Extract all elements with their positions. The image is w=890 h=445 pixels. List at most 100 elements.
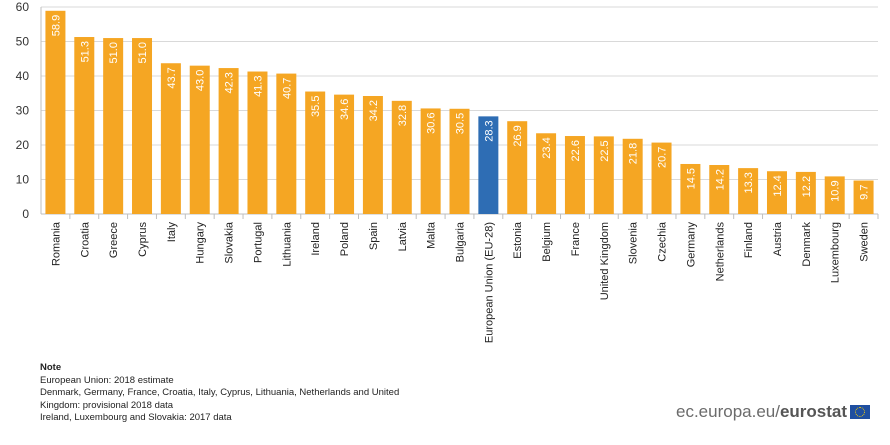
data-label: 51.3	[79, 41, 91, 62]
eu-flag-icon	[850, 405, 871, 419]
data-label: 30.6	[426, 112, 438, 133]
bar	[651, 142, 672, 214]
bar	[276, 73, 297, 215]
data-label: 23.4	[541, 137, 553, 158]
data-label: 35.5	[310, 96, 322, 117]
bar	[622, 138, 643, 214]
bar	[305, 91, 326, 214]
x-tick-label: Czechia	[657, 221, 669, 262]
bar	[132, 38, 153, 214]
bar	[738, 168, 759, 214]
bar	[709, 165, 730, 214]
bar	[362, 96, 383, 214]
bar	[391, 100, 412, 214]
bar	[420, 108, 441, 214]
x-tick-label: Slovenia	[628, 221, 640, 264]
x-tick-label: Croatia	[79, 221, 91, 257]
data-label: 13.3	[743, 172, 755, 193]
x-tick-label: Romania	[50, 221, 62, 266]
x-tick-label: Malta	[426, 221, 438, 249]
bar	[218, 68, 239, 214]
x-tick-label: Greece	[108, 222, 120, 258]
bar-chart: 0 10 20 30 40 50 60 58.9 Romania 51.3 Croatia 51.0 G…	[16, 0, 879, 343]
y-tick-label: 60	[16, 0, 30, 14]
x-tick-label: France	[570, 222, 582, 256]
y-tick-label: 0	[22, 207, 29, 221]
bar	[334, 94, 355, 214]
y-tick-label: 50	[16, 35, 30, 49]
data-label: 51.0	[137, 42, 149, 63]
bar	[189, 65, 210, 215]
data-label: 9.7	[859, 185, 871, 200]
x-tick-label: Ireland	[310, 222, 322, 256]
y-tick-label: 40	[16, 69, 30, 83]
x-tick-label: European Union (EU-28)	[483, 222, 495, 343]
data-label: 26.9	[512, 125, 524, 146]
x-tick-label: Hungary	[195, 222, 207, 264]
data-label: 51.0	[108, 42, 120, 63]
bar	[478, 116, 499, 214]
bar	[45, 10, 66, 215]
bar	[160, 63, 181, 214]
x-tick-label: Sweden	[859, 222, 871, 262]
x-tick-label: Denmark	[801, 222, 813, 267]
data-label: 42.3	[224, 72, 236, 93]
bar	[74, 37, 95, 214]
x-tick-label: Spain	[368, 222, 380, 250]
x-tick-label: Slovakia	[224, 221, 236, 263]
bar	[853, 180, 874, 214]
note-line: Ireland, Luxembourg and Slovakia: 2017 d…	[40, 412, 232, 423]
data-label: 12.4	[772, 175, 784, 196]
eurostat-logo: ec.europa.eu/eurostat	[676, 402, 871, 422]
note-line: Kingdom: provisional 2018 data	[40, 399, 174, 411]
x-tick-label: United Kingdom	[599, 222, 611, 300]
data-label: 41.3	[252, 76, 264, 97]
bar	[795, 171, 816, 214]
x-tick-label: Bulgaria	[455, 221, 467, 262]
x-tick-label: Austria	[772, 221, 784, 256]
data-label: 43.7	[166, 67, 178, 88]
data-label: 30.5	[455, 113, 467, 134]
bar	[536, 133, 557, 214]
bar	[247, 71, 268, 214]
data-label: 34.2	[368, 100, 380, 121]
data-label: 40.7	[281, 78, 293, 99]
y-tick-label: 20	[16, 138, 30, 152]
x-tick-label: Germany	[685, 222, 697, 268]
note: Note European Union: 2018 estimate Denma…	[40, 362, 399, 425]
bar	[593, 136, 614, 214]
bar	[766, 171, 787, 214]
data-label: 14.2	[714, 169, 726, 190]
data-label: 34.6	[339, 99, 351, 120]
note-line: Denmark, Germany, France, Croatia, Italy…	[40, 387, 400, 398]
data-label: 22.5	[599, 140, 611, 161]
logo-brand: eurostat	[779, 402, 848, 421]
x-tick-label: Lithuania	[281, 221, 293, 267]
data-label: 10.9	[830, 180, 842, 201]
note-title: Note	[40, 362, 62, 373]
data-label: 58.9	[50, 15, 62, 36]
data-label: 32.8	[397, 105, 409, 126]
x-tick-label: Latvia	[397, 221, 409, 251]
data-label: 28.3	[483, 120, 495, 141]
y-tick-label: 30	[16, 104, 30, 118]
x-tick-label: Netherlands	[714, 222, 726, 282]
x-tick-label: Cyprus	[137, 222, 149, 257]
note-line: European Union: 2018 estimate	[40, 374, 174, 386]
bar	[824, 176, 845, 214]
data-label: 43.0	[195, 70, 207, 91]
logo-prefix: ec.europa.eu/	[676, 402, 780, 421]
data-label: 21.8	[628, 143, 640, 164]
y-tick-label: 10	[16, 173, 30, 187]
data-label: 22.6	[570, 140, 582, 161]
bar	[449, 108, 470, 214]
bar	[680, 163, 701, 214]
bar	[507, 121, 528, 214]
data-label: 20.7	[657, 147, 669, 168]
x-tick-label: Italy	[166, 222, 178, 243]
x-tick-label: Portugal	[252, 222, 264, 263]
data-label: 12.2	[801, 176, 813, 197]
x-tick-label: Belgium	[541, 222, 553, 262]
bar	[564, 136, 585, 214]
x-tick-label: Poland	[339, 222, 351, 256]
